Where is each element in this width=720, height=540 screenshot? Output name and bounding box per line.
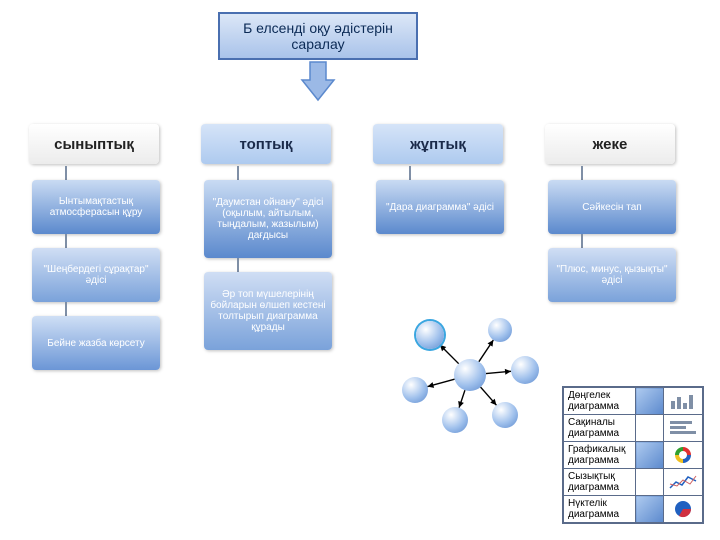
bubble-node [492, 402, 518, 428]
chart-icon [664, 496, 703, 523]
column: жеке Сәйкесін тап "Плюс, минус, қызықты" ә… [544, 124, 676, 370]
bubble-node [416, 321, 444, 349]
table-row: Сақиналы диаграмма [564, 415, 703, 442]
connector [65, 302, 67, 316]
bubble-node [402, 377, 428, 403]
connector [237, 166, 239, 180]
table-mid-cell [636, 415, 664, 442]
connector [65, 234, 67, 248]
connector [237, 258, 239, 272]
diagram-type-label: Нүктелік диаграмма [564, 496, 636, 523]
bubble-node [442, 407, 468, 433]
column-header: жеке [545, 124, 675, 164]
diagram-type-label: Сызықтық диаграмма [564, 469, 636, 496]
column-header: сыныптық [29, 124, 159, 164]
method-box: "Даумстан ойнану" әдісі (оқылым, айтылым… [204, 180, 332, 258]
table-row: Сызықтық диаграмма [564, 469, 703, 496]
bubble-node [454, 359, 486, 391]
bubble-node [488, 318, 512, 342]
chart-icon [664, 469, 703, 496]
title-box: Б елсенді оқу әдістерін саралау [218, 12, 418, 60]
column: топтық "Даумстан ойнану" әдісі (оқылым, а… [200, 124, 332, 370]
table-mid-cell [636, 496, 664, 523]
method-box: "Дара диаграмма" әдісі [376, 180, 504, 234]
title-text: Б елсенді оқу әдістерін саралау [228, 20, 408, 52]
bubble-diagram [400, 320, 550, 440]
connector [581, 234, 583, 248]
table-row: Нүктелік диаграмма [564, 496, 703, 523]
bubble-node [511, 356, 539, 384]
diagram-type-label: Сақиналы диаграмма [564, 415, 636, 442]
connector [409, 166, 411, 180]
column-header: жұптық [373, 124, 503, 164]
connector [581, 166, 583, 180]
method-box: "Плюс, минус, қызықты" әдісі [548, 248, 676, 302]
diagram-type-label: Дөңгелек диаграмма [564, 388, 636, 415]
column-header: топтық [201, 124, 331, 164]
diagram-type-label: Графикалық диаграмма [564, 442, 636, 469]
columns-container: сыныптық Ынтымақтастық атмосферасын құру "… [28, 124, 676, 370]
chart-icon [664, 442, 703, 469]
chart-icon [664, 388, 703, 415]
column: сыныптық Ынтымақтастық атмосферасын құру "… [28, 124, 160, 370]
diagram-type-table: Дөңгелек диаграмма Сақиналы диаграмма Гр… [562, 386, 704, 524]
arrow-down-icon [300, 60, 336, 104]
connector [65, 166, 67, 180]
method-box: "Шеңбердегі сұрақтар" әдісі [32, 248, 160, 302]
method-box: Сәйкесін тап [548, 180, 676, 234]
table-mid-cell [636, 469, 664, 496]
method-box: Бейне жазба көрсету [32, 316, 160, 370]
table-row: Графикалық диаграмма [564, 442, 703, 469]
method-box: Әр топ мүшелерінің бойларын өлшеп кестен… [204, 272, 332, 350]
method-box: Ынтымақтастық атмосферасын құру [32, 180, 160, 234]
table-mid-cell [636, 388, 664, 415]
table-row: Дөңгелек диаграмма [564, 388, 703, 415]
chart-icon [664, 415, 703, 442]
table-mid-cell [636, 442, 664, 469]
